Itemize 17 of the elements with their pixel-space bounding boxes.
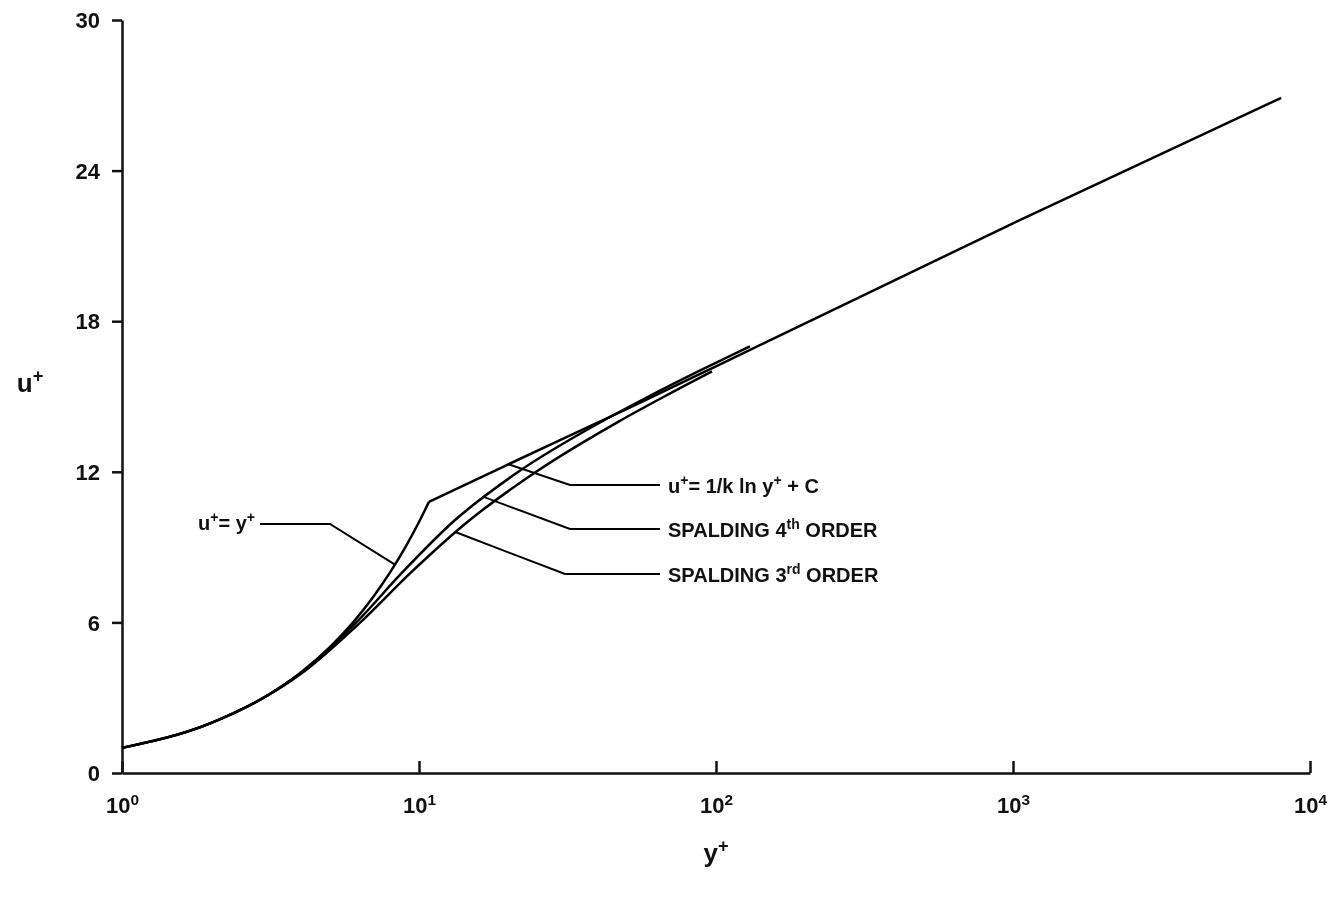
x-tick-label: 10$^{1}$ — [402, 790, 437, 818]
annotation: u$^{+}$= y$^{+}$ — [198, 509, 255, 534]
annotation: SPALDING 3$^{rd}$ ORDER — [668, 561, 879, 586]
annotation: SPALDING 4$^{th}$ ORDER — [668, 516, 879, 541]
x-tick-label: 10$^{0}$ — [105, 790, 140, 818]
y-tick-label: 24 — [75, 158, 101, 184]
y-axis-title: u$^{+}$ — [16, 366, 44, 398]
y-tick-label: 0 — [87, 761, 100, 787]
y-tick-label: 12 — [75, 460, 100, 485]
x-tick-label: 10$^{2}$ — [699, 790, 734, 818]
x-tick-label: 10$^{4}$ — [1293, 790, 1328, 818]
y-tick-label: 30 — [75, 8, 100, 34]
x-axis-title: y$^{+}$ — [703, 836, 729, 868]
y-tick-label: 6 — [87, 610, 100, 636]
annotation: u$^{+}$= 1/k ln y$^{+}$ + C — [668, 472, 819, 497]
y-tick-label: 18 — [75, 309, 100, 335]
x-tick-label: 10$^{3}$ — [996, 790, 1031, 818]
